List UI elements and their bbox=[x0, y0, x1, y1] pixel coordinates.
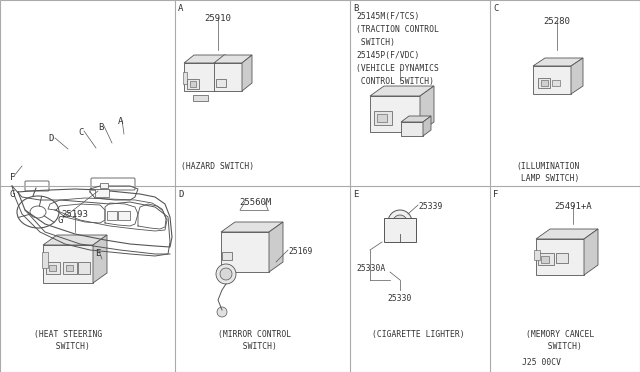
Text: 25560M: 25560M bbox=[239, 198, 271, 207]
Text: CONTROL SWITCH): CONTROL SWITCH) bbox=[356, 77, 434, 86]
Text: 25145P(F/VDC): 25145P(F/VDC) bbox=[356, 51, 419, 60]
Bar bbox=[118, 211, 130, 220]
Bar bbox=[377, 114, 387, 122]
Text: A: A bbox=[178, 4, 184, 13]
Polygon shape bbox=[269, 222, 283, 272]
Bar bbox=[534, 250, 540, 260]
Text: E: E bbox=[353, 190, 358, 199]
Polygon shape bbox=[214, 63, 242, 91]
Bar bbox=[66, 265, 73, 271]
Text: G: G bbox=[58, 216, 63, 225]
Bar bbox=[556, 253, 568, 263]
Bar bbox=[49, 265, 56, 271]
Bar bbox=[541, 80, 548, 86]
Bar bbox=[552, 80, 560, 86]
Bar bbox=[187, 79, 199, 89]
Bar bbox=[190, 81, 196, 87]
Text: C: C bbox=[78, 128, 83, 137]
Bar bbox=[107, 211, 117, 220]
Text: (MEMORY CANCEL: (MEMORY CANCEL bbox=[526, 330, 594, 339]
Polygon shape bbox=[221, 222, 283, 232]
Polygon shape bbox=[214, 55, 252, 63]
Bar bbox=[78, 262, 90, 274]
Bar bbox=[95, 189, 109, 197]
Bar bbox=[216, 79, 226, 87]
Bar bbox=[541, 256, 549, 263]
Polygon shape bbox=[43, 235, 107, 245]
Polygon shape bbox=[43, 245, 93, 283]
Text: 25145M(F/TCS): 25145M(F/TCS) bbox=[356, 12, 419, 21]
Text: 25339: 25339 bbox=[418, 202, 442, 211]
Text: 25169: 25169 bbox=[288, 247, 312, 256]
Circle shape bbox=[216, 264, 236, 284]
Polygon shape bbox=[184, 55, 226, 63]
Polygon shape bbox=[423, 116, 431, 136]
Text: SWITCH): SWITCH) bbox=[46, 342, 90, 351]
Text: D: D bbox=[178, 190, 184, 199]
Polygon shape bbox=[93, 235, 107, 283]
Text: J25 00CV: J25 00CV bbox=[522, 358, 561, 367]
Polygon shape bbox=[536, 229, 598, 239]
Polygon shape bbox=[221, 232, 269, 272]
Text: (CIGARETTE LIGHTER): (CIGARETTE LIGHTER) bbox=[372, 330, 464, 339]
Bar bbox=[384, 218, 416, 242]
Bar bbox=[386, 220, 390, 224]
Bar bbox=[42, 252, 48, 268]
Bar bbox=[374, 111, 392, 125]
Text: (HAZARD SWITCH): (HAZARD SWITCH) bbox=[181, 162, 255, 171]
Text: LAMP SWITCH): LAMP SWITCH) bbox=[516, 174, 580, 183]
Text: 25910: 25910 bbox=[205, 14, 232, 23]
Polygon shape bbox=[184, 63, 216, 91]
Text: (HEAT STEERING: (HEAT STEERING bbox=[34, 330, 102, 339]
Circle shape bbox=[395, 225, 405, 235]
Text: (MIRROR CONTROL: (MIRROR CONTROL bbox=[218, 330, 292, 339]
Text: B: B bbox=[353, 4, 358, 13]
Text: SWITCH): SWITCH) bbox=[538, 342, 582, 351]
Bar bbox=[538, 78, 550, 88]
Circle shape bbox=[388, 210, 412, 234]
Text: B: B bbox=[98, 123, 104, 132]
Polygon shape bbox=[584, 229, 598, 275]
Polygon shape bbox=[370, 86, 434, 96]
Text: 25193: 25193 bbox=[61, 210, 88, 219]
Bar bbox=[63, 262, 77, 274]
Text: F: F bbox=[493, 190, 499, 199]
Polygon shape bbox=[216, 55, 226, 91]
Polygon shape bbox=[401, 116, 431, 122]
Polygon shape bbox=[242, 55, 252, 91]
Text: C: C bbox=[493, 4, 499, 13]
Bar bbox=[100, 183, 108, 188]
Circle shape bbox=[220, 268, 232, 280]
Text: 25280: 25280 bbox=[543, 17, 570, 26]
Bar bbox=[193, 95, 208, 101]
Bar bbox=[410, 220, 414, 224]
Text: (TRACTION CONTROL: (TRACTION CONTROL bbox=[356, 25, 439, 34]
Polygon shape bbox=[571, 58, 583, 94]
Text: (VEHICLE DYNAMICS: (VEHICLE DYNAMICS bbox=[356, 64, 439, 73]
Text: G: G bbox=[10, 190, 15, 199]
Text: F: F bbox=[10, 173, 15, 182]
Text: A: A bbox=[118, 117, 124, 126]
Polygon shape bbox=[420, 86, 434, 132]
Polygon shape bbox=[533, 58, 583, 66]
Text: 25330A: 25330A bbox=[356, 264, 385, 273]
Bar bbox=[46, 262, 60, 274]
Bar bbox=[538, 253, 554, 265]
Text: SWITCH): SWITCH) bbox=[233, 342, 277, 351]
Text: (ILLUMINATION: (ILLUMINATION bbox=[516, 162, 580, 171]
Circle shape bbox=[393, 215, 407, 229]
Circle shape bbox=[217, 307, 227, 317]
Text: 25491+A: 25491+A bbox=[554, 202, 592, 211]
Polygon shape bbox=[401, 122, 423, 136]
Text: D: D bbox=[48, 134, 53, 143]
Bar bbox=[183, 72, 187, 84]
Circle shape bbox=[390, 220, 410, 240]
Bar bbox=[222, 252, 232, 260]
Polygon shape bbox=[370, 96, 420, 132]
Polygon shape bbox=[536, 239, 584, 275]
Text: E: E bbox=[95, 249, 100, 258]
Text: 25330: 25330 bbox=[388, 294, 412, 303]
Text: SWITCH): SWITCH) bbox=[356, 38, 395, 47]
Polygon shape bbox=[533, 66, 571, 94]
